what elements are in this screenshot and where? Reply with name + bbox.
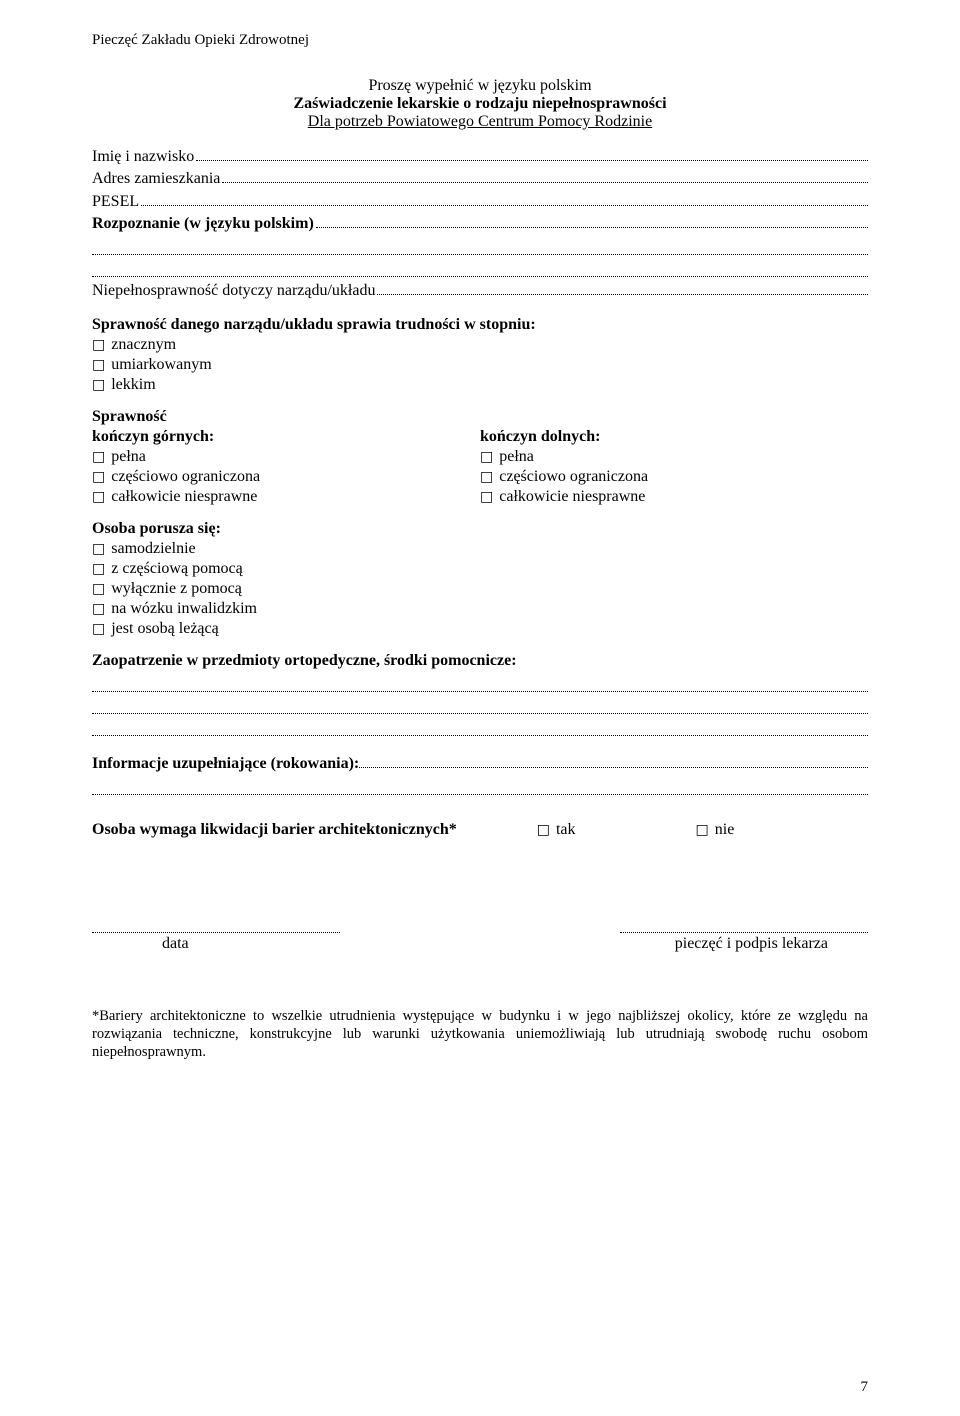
page: Pieczęć Zakładu Opieki Zdrowotnej Proszę… — [0, 0, 960, 1416]
mobility-opt-1-label: z częściową pomocą — [111, 560, 242, 577]
degree-opt-1-label: umiarkowanym — [111, 356, 211, 373]
checkbox-icon: □ — [537, 822, 550, 838]
doctor-stamp-col: pieczęć i podpis lekarza — [480, 919, 868, 953]
degree-opt-0[interactable]: □ znacznym — [92, 336, 868, 354]
field-address-input[interactable] — [222, 170, 868, 184]
field-pesel-label: PESEL — [92, 193, 139, 211]
header-title: Zaświadczenie lekarskie o rodzaju niepeł… — [92, 95, 868, 113]
mobility-title: Osoba porusza się: — [92, 520, 868, 538]
field-diagnosis-input[interactable] — [316, 215, 868, 229]
upper-opt-2[interactable]: □ całkowicie niesprawne — [92, 488, 480, 506]
mobility-opt-3-label: na wózku inwalidzkim — [111, 600, 257, 617]
checkbox-icon: □ — [92, 541, 105, 557]
field-additional: Informacje uzupełniające (rokowania): — [92, 754, 868, 773]
document-header: Proszę wypełnić w języku polskim Zaświad… — [92, 77, 868, 131]
clinic-stamp-label: Pieczęć Zakładu Opieki Zdrowotnej — [92, 32, 868, 49]
additional-line-2[interactable] — [92, 777, 868, 795]
field-organ-input[interactable] — [377, 281, 868, 295]
lower-opt-1-label: częściowo ograniczona — [499, 468, 648, 485]
checkbox-icon: □ — [92, 561, 105, 577]
checkbox-icon: □ — [92, 357, 105, 373]
upper-limbs-col: kończyn górnych: □ pełna □ częściowo ogran… — [92, 426, 480, 506]
barrier-yes-label: tak — [556, 821, 576, 838]
signature-row: data pieczęć i podpis lekarza — [92, 919, 868, 953]
upper-opt-1-label: częściowo ograniczona — [111, 468, 260, 485]
degree-opt-2[interactable]: □ lekkim — [92, 376, 868, 394]
field-pesel: PESEL — [92, 192, 868, 211]
checkbox-icon: □ — [92, 601, 105, 617]
field-additional-input[interactable] — [359, 754, 868, 768]
orthopedic-line-1[interactable] — [92, 674, 868, 692]
diagnosis-line-2[interactable] — [92, 237, 868, 255]
field-address-label: Adres zamieszkania — [92, 170, 220, 188]
barrier-row: Osoba wymaga likwidacji barier architekt… — [92, 821, 868, 839]
checkbox-icon: □ — [696, 822, 709, 838]
footnote: *Bariery architektoniczne to wszelkie ut… — [92, 1007, 868, 1061]
lower-opt-2-label: całkowicie niesprawne — [499, 488, 645, 505]
degree-opt-2-label: lekkim — [111, 376, 155, 393]
barrier-no[interactable]: □ nie — [696, 821, 735, 839]
field-name-label: Imię i nazwisko — [92, 148, 194, 166]
mobility-opt-2-label: wyłącznie z pomocą — [111, 580, 242, 597]
checkbox-icon: □ — [480, 489, 493, 505]
lower-opt-0-label: pełna — [499, 448, 534, 465]
field-diagnosis-label: Rozpoznanie (w języku polskim) — [92, 215, 314, 233]
lower-limbs-col: kończyn dolnych: □ pełna □ częściowo ogran… — [480, 426, 868, 506]
checkbox-icon: □ — [92, 489, 105, 505]
upper-opt-2-label: całkowicie niesprawne — [111, 488, 257, 505]
mobility-opt-1[interactable]: □ z częściową pomocą — [92, 560, 868, 578]
degree-title: Sprawność danego narządu/układu sprawia … — [92, 316, 868, 334]
upper-opt-0-label: pełna — [111, 448, 146, 465]
doctor-stamp-line[interactable] — [620, 919, 868, 933]
upper-limbs-title: kończyn górnych: — [92, 428, 480, 446]
date-line[interactable] — [92, 919, 340, 933]
lower-opt-0[interactable]: □ pełna — [480, 448, 868, 466]
doctor-stamp-label: pieczęć i podpis lekarza — [480, 935, 868, 953]
lower-opt-1[interactable]: □ częściowo ograniczona — [480, 468, 868, 486]
orthopedic-line-2[interactable] — [92, 696, 868, 714]
degree-opt-0-label: znacznym — [111, 336, 176, 353]
checkbox-icon: □ — [92, 621, 105, 637]
barrier-no-label: nie — [715, 821, 735, 838]
date-label: data — [92, 935, 480, 953]
field-address: Adres zamieszkania — [92, 170, 868, 189]
mobility-opt-4-label: jest osobą leżącą — [111, 620, 219, 637]
field-name: Imię i nazwisko — [92, 147, 868, 166]
field-pesel-input[interactable] — [141, 192, 868, 206]
upper-opt-0[interactable]: □ pełna — [92, 448, 480, 466]
diagnosis-line-3[interactable] — [92, 259, 868, 277]
page-number: 7 — [861, 1379, 869, 1396]
header-instruction: Proszę wypełnić w języku polskim — [92, 77, 868, 95]
checkbox-icon: □ — [92, 337, 105, 353]
mobility-opt-0[interactable]: □ samodzielnie — [92, 540, 868, 558]
checkbox-icon: □ — [480, 469, 493, 485]
upper-opt-1[interactable]: □ częściowo ograniczona — [92, 468, 480, 486]
degree-opt-1[interactable]: □ umiarkowanym — [92, 356, 868, 374]
lower-opt-2[interactable]: □ całkowicie niesprawne — [480, 488, 868, 506]
field-diagnosis: Rozpoznanie (w języku polskim) — [92, 215, 868, 234]
checkbox-icon: □ — [480, 449, 493, 465]
limbs-section: Sprawność — [92, 408, 868, 426]
checkbox-icon: □ — [92, 581, 105, 597]
barrier-label: Osoba wymaga likwidacji barier architekt… — [92, 821, 457, 839]
field-additional-label: Informacje uzupełniające (rokowania): — [92, 755, 359, 773]
header-subtitle: Dla potrzeb Powiatowego Centrum Pomocy R… — [92, 113, 868, 131]
mobility-opt-2[interactable]: □ wyłącznie z pomocą — [92, 580, 868, 598]
mobility-opt-4[interactable]: □ jest osobą leżącą — [92, 620, 868, 638]
date-col: data — [92, 919, 480, 953]
lower-limbs-title: kończyn dolnych: — [480, 428, 868, 446]
field-organ-label: Niepełnosprawność dotyczy narządu/układu — [92, 282, 375, 300]
orthopedic-line-3[interactable] — [92, 718, 868, 736]
limbs-columns: kończyn górnych: □ pełna □ częściowo ogran… — [92, 426, 868, 506]
mobility-opt-0-label: samodzielnie — [111, 540, 195, 557]
mobility-opt-3[interactable]: □ na wózku inwalidzkim — [92, 600, 868, 618]
orthopedic-title: Zaopatrzenie w przedmioty ortopedyczne, … — [92, 652, 868, 670]
checkbox-icon: □ — [92, 449, 105, 465]
field-organ: Niepełnosprawność dotyczy narządu/układu — [92, 281, 868, 300]
checkbox-icon: □ — [92, 377, 105, 393]
field-name-input[interactable] — [196, 147, 868, 161]
barrier-yes[interactable]: □ tak — [537, 821, 576, 839]
checkbox-icon: □ — [92, 469, 105, 485]
